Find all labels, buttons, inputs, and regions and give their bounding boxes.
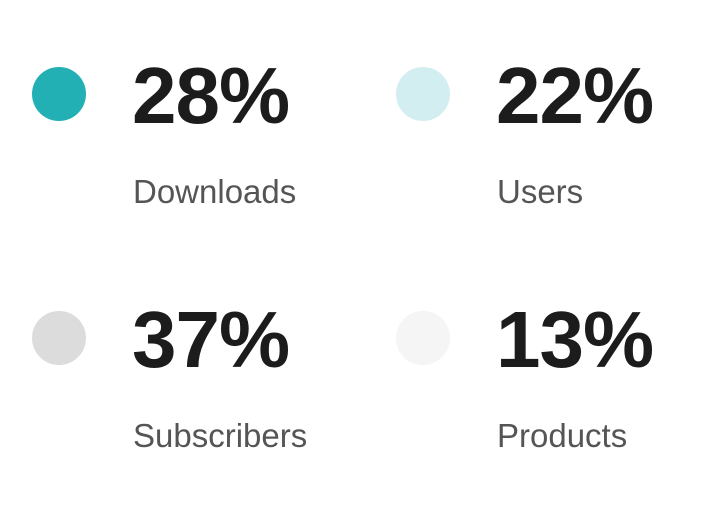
teal-dot-icon <box>32 67 86 121</box>
stat-value: 13% <box>496 295 654 384</box>
stat-value: 28% <box>132 51 290 140</box>
stat-subscribers: 37% Subscribers <box>32 300 362 480</box>
stat-products: 13% Products <box>396 300 723 480</box>
stat-value: 22% <box>496 51 654 140</box>
light-teal-dot-icon <box>396 67 450 121</box>
stat-label: Subscribers <box>133 417 308 454</box>
stat-label: Users <box>497 173 584 210</box>
light-gray-dot-icon <box>396 311 450 365</box>
stat-downloads: 28% Downloads <box>32 56 362 236</box>
stat-label: Products <box>497 417 628 454</box>
stat-users: 22% Users <box>396 56 723 236</box>
stat-value: 37% <box>132 295 290 384</box>
gray-dot-icon <box>32 311 86 365</box>
stat-label: Downloads <box>133 173 297 210</box>
